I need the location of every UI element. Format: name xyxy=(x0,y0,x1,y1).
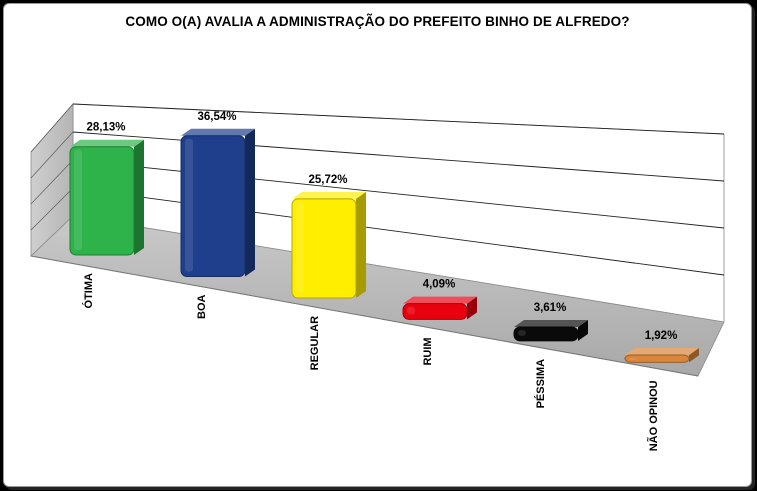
bar-highlight xyxy=(296,201,304,293)
side-gridline xyxy=(30,103,74,153)
side-gridline xyxy=(30,159,74,205)
bar-top xyxy=(70,139,144,147)
bar-side xyxy=(467,296,477,320)
category-label-5: PÉSSIMA xyxy=(534,359,547,409)
bar-top xyxy=(625,347,699,355)
bar-5 xyxy=(513,319,588,342)
bar-front xyxy=(624,354,690,363)
chart-frame: COMO O(A) AVALIA A ADMINISTRAÇÃO DO PREF… xyxy=(3,3,752,487)
category-labels: ÓTIMA BOA REGULAR RUIM PÉSSIMA NÃO OPINOU xyxy=(82,273,660,451)
floor-edge xyxy=(30,255,699,377)
bar-front xyxy=(513,326,579,342)
bar-highlight xyxy=(629,357,637,360)
data-labels: 28,13% 36,54% 25,72% 4,09% 3,61% 1,92% xyxy=(86,111,677,342)
category-label-2: BOA xyxy=(196,294,208,319)
category-label-1: ÓTIMA xyxy=(82,273,95,308)
data-label-4: 4,09% xyxy=(423,279,456,291)
category-label-3: REGULAR xyxy=(309,316,321,370)
bar-4 xyxy=(402,296,477,320)
bar-top xyxy=(181,128,255,136)
bar-front xyxy=(180,135,246,277)
gridline xyxy=(72,103,725,135)
bar-1 xyxy=(69,139,144,256)
data-label-3: 25,72% xyxy=(308,174,347,186)
side-gridline xyxy=(30,131,74,179)
data-label-6: 1,92% xyxy=(645,330,678,342)
bar-highlight xyxy=(74,149,82,251)
bar-side xyxy=(245,128,255,277)
data-label-5: 3,61% xyxy=(534,302,567,314)
bar-front xyxy=(69,146,135,256)
bar-highlight xyxy=(185,138,193,272)
bar-highlight xyxy=(407,306,415,315)
bar-side xyxy=(689,347,699,363)
bar-top xyxy=(292,191,366,199)
bar-side xyxy=(578,319,588,341)
bar-highlight xyxy=(518,329,526,336)
bar-chart: 28,13% 36,54% 25,72% 4,09% 3,61% 1,92% ÓTIMA B… xyxy=(30,102,725,451)
bar-3 xyxy=(291,191,366,299)
bar-6 xyxy=(624,347,699,363)
bar-top xyxy=(514,319,588,327)
data-label-2: 36,54% xyxy=(197,111,236,123)
category-label-4: RUIM xyxy=(422,337,434,365)
bar-side xyxy=(356,191,366,298)
bar-2 xyxy=(180,128,255,277)
data-label-1: 28,13% xyxy=(86,122,125,134)
bar-top xyxy=(403,296,477,304)
bar-front xyxy=(291,198,357,299)
side-gridline xyxy=(30,187,74,231)
chart-title: COMO O(A) AVALIA A ADMINISTRAÇÃO DO PREF… xyxy=(125,14,630,29)
bar-side xyxy=(134,139,144,256)
bar-front xyxy=(402,303,468,320)
bars xyxy=(69,128,699,363)
category-label-6: NÃO OPINOU xyxy=(647,380,660,451)
